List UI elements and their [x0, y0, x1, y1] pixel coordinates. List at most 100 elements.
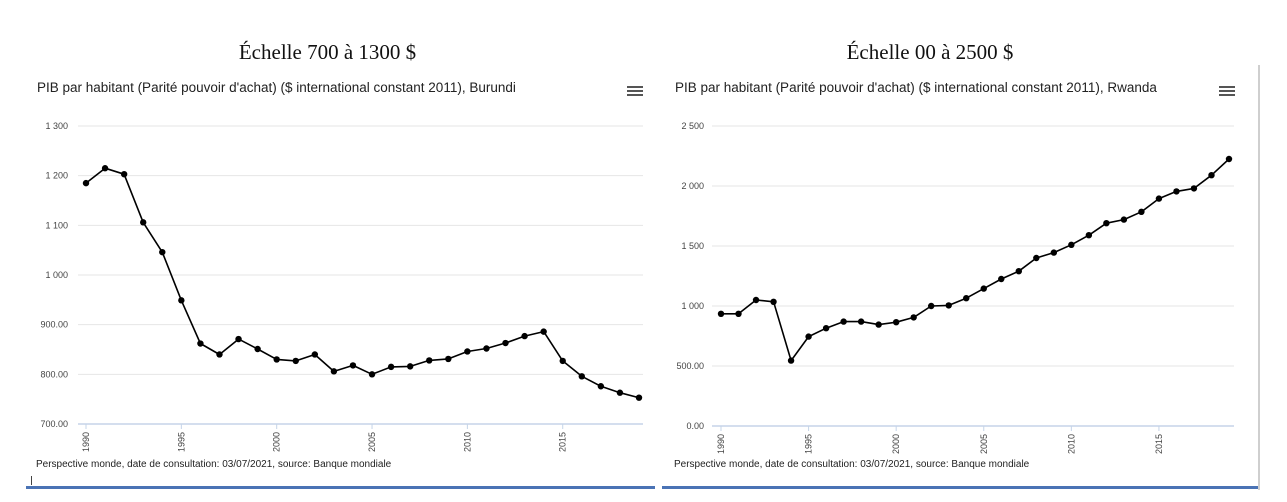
x-tick-label: 1990: [81, 432, 91, 452]
chart-footer-source: Perspective monde, date de consultation:…: [36, 459, 392, 470]
data-point[interactable]: [1120, 216, 1128, 223]
data-point[interactable]: [635, 394, 643, 401]
data-point[interactable]: [82, 179, 90, 187]
data-point[interactable]: [787, 357, 795, 364]
line-chart-burundi: 700.00 800.00 900.00 1 000 1 100 1 200 1 300 19…: [40, 121, 643, 452]
series-line: [721, 158, 1230, 362]
y-tick-label: 0.00: [686, 421, 704, 431]
data-point[interactable]: [735, 310, 742, 317]
x-tick-label: 2010: [1066, 434, 1076, 454]
data-point[interactable]: [1225, 155, 1233, 163]
y-tick-label: 2 500: [681, 121, 704, 131]
y-tick-label: 1 000: [681, 301, 704, 311]
chart-title: PIB par habitant (Parité pouvoir d'achat…: [675, 80, 1157, 95]
data-point[interactable]: [273, 356, 280, 363]
y-tick-label: 900.00: [40, 320, 68, 330]
chart-panel-burundi: Échelle 700 à 1300 $ PIB par habitant (P…: [26, 40, 655, 489]
data-point[interactable]: [330, 368, 338, 375]
x-tick-label: 2005: [367, 432, 377, 452]
data-point[interactable]: [1155, 195, 1163, 202]
data-point[interactable]: [120, 170, 128, 178]
data-point[interactable]: [805, 333, 812, 340]
line-chart-rwanda: 0.00 500.00 1 000 1 500 2 000 2 500 1990 1995 20…: [676, 121, 1234, 454]
divider-line: [662, 486, 1258, 489]
data-point[interactable]: [502, 339, 509, 347]
data-point[interactable]: [1103, 220, 1110, 227]
data-point[interactable]: [752, 296, 760, 304]
data-point[interactable]: [1190, 185, 1198, 192]
divider-line: [26, 486, 655, 489]
x-tick-label: 2015: [558, 432, 568, 452]
y-tick-label: 700.00: [40, 419, 68, 429]
data-point[interactable]: [464, 348, 471, 355]
x-tick-label: 2015: [1154, 434, 1164, 454]
data-point[interactable]: [857, 318, 865, 325]
hamburger-menu-icon[interactable]: [627, 86, 643, 98]
data-point[interactable]: [1068, 241, 1075, 248]
data-point[interactable]: [368, 371, 376, 378]
data-point[interactable]: [578, 373, 585, 380]
data-point[interactable]: [998, 275, 1005, 283]
data-point[interactable]: [963, 295, 970, 302]
data-point[interactable]: [597, 383, 605, 390]
data-point[interactable]: [197, 340, 204, 347]
data-point[interactable]: [216, 351, 223, 358]
chart-heading: Échelle 00 à 2500 $: [846, 40, 1014, 64]
data-point[interactable]: [521, 332, 528, 340]
chart-title: PIB par habitant (Parité pouvoir d'achat…: [37, 80, 516, 95]
data-point[interactable]: [387, 363, 395, 371]
data-point[interactable]: [1138, 208, 1145, 215]
data-point[interactable]: [445, 355, 452, 363]
data-point[interactable]: [159, 248, 166, 256]
data-point[interactable]: [235, 335, 242, 343]
data-point[interactable]: [426, 357, 433, 364]
y-tick-label: 1 000: [45, 270, 68, 280]
y-tick-label: 1 100: [45, 220, 68, 230]
hamburger-menu-icon[interactable]: [1219, 86, 1235, 98]
x-tick-label: 2000: [891, 434, 901, 454]
data-point[interactable]: [945, 302, 952, 309]
data-point[interactable]: [101, 165, 109, 172]
y-tick-label: 800.00: [40, 369, 68, 379]
data-point[interactable]: [1015, 268, 1022, 275]
data-point[interactable]: [311, 351, 319, 358]
data-point[interactable]: [254, 345, 261, 353]
chart-heading: Échelle 700 à 1300 $: [238, 40, 417, 64]
data-point[interactable]: [1085, 232, 1093, 239]
data-point[interactable]: [616, 389, 624, 396]
data-point[interactable]: [483, 345, 490, 352]
chart-panel-rwanda: Échelle 00 à 2500 $ PIB par habitant (Pa…: [660, 0, 1260, 502]
data-point[interactable]: [1208, 172, 1215, 179]
series-line: [85, 167, 640, 399]
x-tick-label: 1995: [804, 434, 814, 454]
data-point[interactable]: [349, 362, 357, 369]
x-tick-label: 2010: [462, 432, 472, 452]
data-point[interactable]: [928, 302, 935, 310]
data-point[interactable]: [406, 363, 414, 370]
data-point[interactable]: [875, 321, 882, 328]
chart-footer-source: Perspective monde, date de consultation:…: [674, 459, 1030, 470]
y-tick-label: 1 300: [45, 121, 68, 131]
data-point[interactable]: [178, 297, 185, 304]
y-tick-label: 1 500: [681, 241, 704, 251]
data-point[interactable]: [892, 319, 900, 326]
y-tick-label: 500.00: [676, 361, 704, 371]
text-cursor-mark: [31, 476, 32, 485]
data-point[interactable]: [559, 357, 566, 365]
data-point[interactable]: [1033, 254, 1040, 262]
data-point[interactable]: [540, 328, 547, 335]
data-point[interactable]: [1173, 188, 1180, 195]
data-point[interactable]: [840, 318, 847, 325]
data-point[interactable]: [770, 298, 777, 305]
data-point[interactable]: [910, 314, 917, 321]
x-tick-label: 2000: [272, 432, 282, 452]
data-point[interactable]: [717, 310, 725, 317]
y-tick-label: 1 200: [45, 171, 68, 181]
scrollbar-edge[interactable]: [1258, 65, 1260, 490]
x-tick-label: 2005: [979, 434, 989, 454]
data-point[interactable]: [980, 285, 987, 292]
data-point[interactable]: [140, 219, 147, 226]
data-point[interactable]: [822, 325, 830, 332]
data-point[interactable]: [292, 357, 299, 365]
data-point[interactable]: [1050, 249, 1058, 256]
